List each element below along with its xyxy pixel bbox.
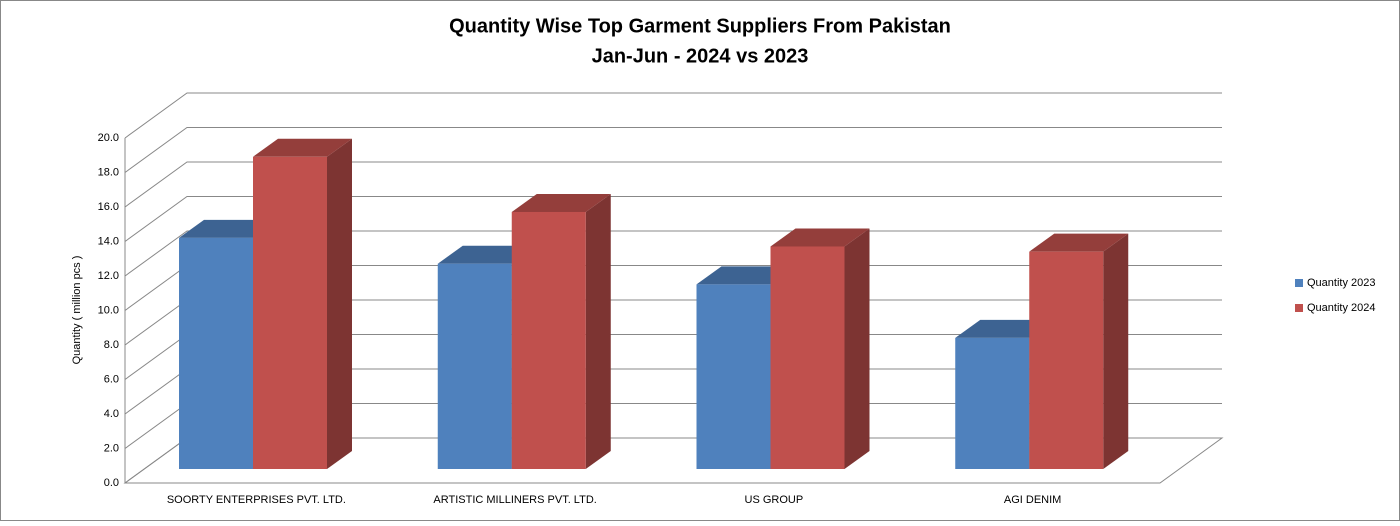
legend-swatch	[1295, 279, 1303, 287]
y-tick-label: 10.0	[98, 304, 119, 316]
legend-label: Quantity 2023	[1307, 277, 1376, 289]
bar-side	[1103, 233, 1129, 469]
bar	[179, 237, 253, 469]
chart-subtitle: Jan-Jun - 2024 vs 2023	[592, 45, 809, 67]
y-tick-label: 14.0	[98, 235, 119, 247]
grid-line	[124, 92, 1222, 139]
legend-label: Quantity 2024	[1307, 302, 1376, 314]
y-tick-label: 16.0	[98, 201, 119, 213]
x-tick-label: US GROUP	[745, 494, 804, 506]
grid-line	[124, 196, 1222, 242]
bar-side	[585, 193, 611, 469]
x-tick-label: SOORTY ENTERPRISES PVT. LTD.	[167, 494, 346, 506]
bar-top	[770, 228, 870, 247]
y-tick-label: 8.0	[104, 339, 119, 351]
y-tick-label: 6.0	[104, 373, 119, 385]
bar	[770, 246, 845, 469]
grid-line	[124, 230, 1222, 277]
bar	[955, 337, 1030, 469]
bar-top	[511, 193, 611, 212]
bar-side	[844, 228, 870, 469]
y-axis-label: Quantity ( million pcs )	[71, 256, 83, 365]
x-tick-label: ARTISTIC MILLINERS PVT. LTD.	[433, 494, 596, 506]
bar	[511, 211, 586, 469]
bar	[1029, 251, 1104, 469]
y-tick-label: 20.0	[98, 132, 119, 144]
y-tick-label: 4.0	[104, 408, 119, 420]
x-tick-label: AGI DENIM	[1004, 494, 1061, 506]
y-tick-label: 0.0	[104, 477, 119, 489]
bar	[437, 263, 512, 469]
bar-side	[327, 138, 352, 469]
bar-top	[1029, 233, 1129, 252]
y-tick-label: 12.0	[98, 270, 119, 282]
y-tick-label: 18.0	[98, 166, 119, 178]
grid-line	[124, 127, 1222, 173]
legend-swatch	[1295, 304, 1303, 312]
grid-line	[124, 161, 1222, 208]
y-tick-label: 2.0	[104, 442, 119, 454]
bar-top	[253, 138, 352, 157]
chart-title: Quantity Wise Top Garment Suppliers From…	[449, 15, 951, 37]
bar	[696, 284, 771, 469]
bar	[253, 156, 327, 469]
